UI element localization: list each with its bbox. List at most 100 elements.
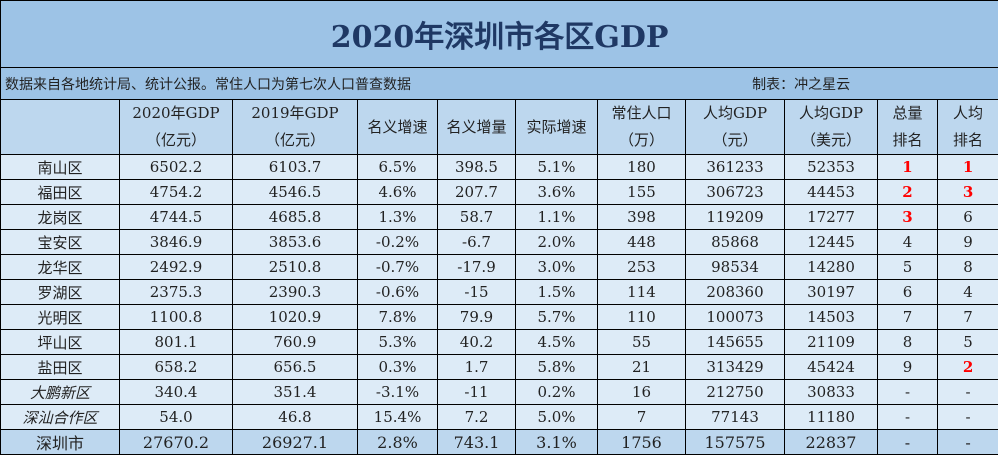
district-name: 龙岗区 (0, 204, 120, 230)
table-cell: 30833 (784, 379, 878, 405)
total-row: 深圳市 27670.2 26927.1 2.8% 743.1 3.1% 1756 157575… (0, 429, 998, 455)
table-cell: 12445 (784, 229, 878, 255)
district-name: 光明区 (0, 304, 120, 330)
table-cell: 114 (597, 279, 686, 305)
table-cell: 1.1% (515, 204, 598, 230)
table-cell: 658.2 (119, 354, 233, 380)
table-row: 深汕合作区 54.0 46.8 15.4% 7.2 5.0% 7 77143 11180- - (0, 404, 998, 430)
table-cell: 22837 (784, 429, 878, 455)
maker-credit: 制表：冲之星云 (752, 76, 851, 93)
table-cell: 100073 (685, 304, 785, 330)
column-header-line: 2019年GDP (251, 104, 339, 122)
table-cell: - (936, 379, 998, 405)
table-cell: 0.3% (357, 354, 438, 380)
table-cell: 313429 (685, 354, 785, 380)
table-row: 盐田区 658.2 656.5 0.3% 1.7 5.8% 21 313429 45424 9 2 (0, 354, 998, 380)
table-cell: 2 (936, 354, 998, 380)
table-cell: 8 (877, 329, 938, 355)
table-cell: 3853.6 (232, 229, 358, 255)
table-cell: 6103.7 (232, 154, 358, 180)
table-cell: - (936, 429, 998, 455)
table-cell: 1020.9 (232, 304, 358, 330)
table-cell: 77143 (685, 404, 785, 430)
table-row: 光明区 1100.8 1020.9 7.8% 79.9 5.7% 110 100073 1450… (0, 304, 998, 330)
table-row: 龙华区 2492.9 2510.8 -0.7% -17.9 3.0% 253 98534 142… (0, 254, 998, 280)
district-name: 盐田区 (0, 354, 120, 380)
column-header-line: 名义增速 (367, 117, 428, 136)
table-cell: -11 (437, 379, 516, 405)
column-header-line: 人均 (953, 104, 984, 122)
table-cell: -17.9 (437, 254, 516, 280)
table-row: 宝安区 3846.9 3853.6 -0.2% -6.7 2.0% 448 85868 1244… (0, 229, 998, 255)
table-cell: - (877, 429, 938, 455)
table-cell: 11180 (784, 404, 878, 430)
table-cell: 85868 (685, 229, 785, 255)
table-cell: 1100.8 (119, 304, 233, 330)
column-header: 常住人口 （万） (597, 99, 686, 155)
table-cell: 1.7 (437, 354, 516, 380)
table-cell: 9 (877, 354, 938, 380)
table-cell: 44453 (784, 179, 878, 205)
column-header-line: 实际增速 (526, 117, 587, 136)
table-cell: -0.6% (357, 279, 438, 305)
table-cell: 5.0% (515, 404, 598, 430)
table-cell: 17277 (784, 204, 878, 230)
title-row: 2020年深圳市各区GDP (0, 0, 998, 68)
table-cell: 0.2% (515, 379, 598, 405)
table-cell: 2492.9 (119, 254, 233, 280)
table-cell: 30197 (784, 279, 878, 305)
table-cell: 1.3% (357, 204, 438, 230)
column-header-line: （美元） (800, 131, 861, 149)
table-cell: 119209 (685, 204, 785, 230)
table-cell: 27670.2 (119, 429, 233, 455)
table-cell: - (877, 379, 938, 405)
table-cell: 5.3% (357, 329, 438, 355)
column-header-line: （元） (712, 131, 758, 149)
table-cell: 1.5% (515, 279, 598, 305)
table-cell: 7.8% (357, 304, 438, 330)
table-cell: 801.1 (119, 329, 233, 355)
table-cell: 6.5% (357, 154, 438, 180)
table-cell: 15.4% (357, 404, 438, 430)
district-name: 宝安区 (0, 229, 120, 255)
table-cell: 1756 (597, 429, 686, 455)
table-cell: 4.5% (515, 329, 598, 355)
table-cell: 208360 (685, 279, 785, 305)
table-cell: 253 (597, 254, 686, 280)
table-cell: 98534 (685, 254, 785, 280)
table-cell: 58.7 (437, 204, 516, 230)
table-cell: 3 (936, 179, 998, 205)
district-name: 罗湖区 (0, 279, 120, 305)
table-cell: 8 (936, 254, 998, 280)
column-header-line: 人均GDP (702, 104, 768, 122)
table-cell: 157575 (685, 429, 785, 455)
page-title: 2020年深圳市各区GDP (0, 0, 998, 68)
table-cell: -0.2% (357, 229, 438, 255)
table-cell: 54.0 (119, 404, 233, 430)
district-name: 深汕合作区 (0, 404, 120, 430)
column-header-line: （亿元） (264, 131, 325, 149)
district-name: 南山区 (0, 154, 120, 180)
table-cell: 5.7% (515, 304, 598, 330)
table-cell: -0.7% (357, 254, 438, 280)
table-cell: 145655 (685, 329, 785, 355)
table-cell: 9 (936, 229, 998, 255)
table-cell: -6.7 (437, 229, 516, 255)
table-cell: 3.0% (515, 254, 598, 280)
table-cell: 306723 (685, 179, 785, 205)
table-cell: 5 (877, 254, 938, 280)
table-cell: 2 (877, 179, 938, 205)
table-cell: -3.1% (357, 379, 438, 405)
table-cell: 2510.8 (232, 254, 358, 280)
table-cell: 4546.5 (232, 179, 358, 205)
table-cell: 1 (936, 154, 998, 180)
table-cell: 180 (597, 154, 686, 180)
table-cell: 4 (936, 279, 998, 305)
column-header: 人均 排名 (936, 99, 998, 155)
table-cell: 110 (597, 304, 686, 330)
table-cell: 3.1% (515, 429, 598, 455)
table-cell: 760.9 (232, 329, 358, 355)
table-cell: 21 (597, 354, 686, 380)
table-row: 坪山区 801.1 760.9 5.3% 40.2 4.5% 55 145655 21109 8 5 (0, 329, 998, 355)
district-name: 深圳市 (0, 429, 120, 455)
